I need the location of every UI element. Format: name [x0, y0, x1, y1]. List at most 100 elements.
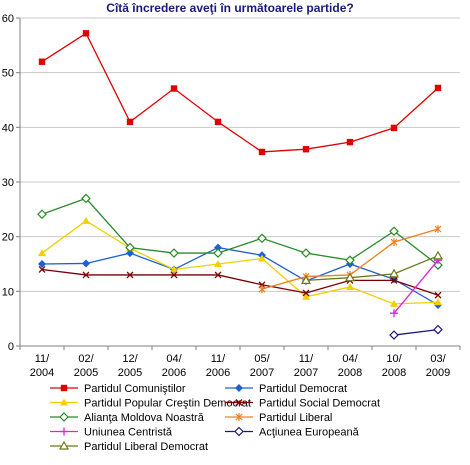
chart-title: Cîtă încredere aveţi în următoarele part… — [106, 1, 353, 15]
series — [300, 250, 444, 284]
data-point — [344, 272, 356, 282]
legend-label: Partidul Popular Creştin Democrat — [84, 398, 251, 410]
y-tick-label: 50 — [2, 68, 14, 80]
data-point — [170, 271, 178, 279]
series-lines — [37, 30, 444, 340]
legend-item: Partidul Popular Creştin Democrat — [50, 398, 251, 410]
data-point — [300, 275, 312, 284]
data-point — [390, 276, 398, 284]
x-tick-label: 04/ — [166, 353, 182, 365]
data-point — [38, 249, 46, 257]
legend-item: Partidul Comuniştilor — [50, 383, 186, 395]
data-point — [389, 226, 399, 237]
data-point — [38, 266, 46, 273]
data-point — [60, 427, 68, 436]
data-point — [170, 85, 178, 92]
data-point — [170, 265, 178, 273]
data-point — [301, 248, 311, 258]
data-point — [433, 324, 443, 335]
data-point — [434, 291, 442, 299]
data-point — [235, 384, 243, 392]
data-point — [81, 193, 91, 204]
legend-label: Partidul Social Democrat — [259, 398, 380, 410]
data-point — [388, 268, 400, 278]
data-point — [126, 271, 134, 279]
y-tick-label: 60 — [2, 13, 14, 25]
x-tick-label: 04/ — [342, 353, 358, 365]
data-point — [82, 271, 90, 279]
data-point — [234, 426, 244, 437]
x-tick-label: 11/ — [299, 353, 314, 365]
data-point — [214, 118, 222, 126]
data-point — [434, 84, 442, 92]
x-tick-label: 2007 — [294, 367, 318, 379]
data-point — [58, 440, 70, 450]
x-tick-label: 2006 — [206, 367, 230, 379]
axes: 0 10 20 30 40 50 60 11/2004 02/2005 12/2005 04/200… — [2, 13, 461, 379]
x-tick-label: 2004 — [30, 367, 54, 379]
legend-label: Partidul Democrat — [259, 383, 347, 395]
data-point — [432, 250, 444, 260]
y-tick-label: 40 — [2, 122, 14, 134]
data-point — [82, 30, 90, 37]
data-point — [346, 138, 354, 146]
series — [389, 324, 443, 340]
legend-item: Partidul Liberal Democrat — [50, 440, 208, 453]
legend-item: Partidul Democrat — [225, 383, 347, 395]
data-point — [345, 255, 355, 266]
legend-label: Uniunea Centristă — [84, 427, 173, 439]
x-tick-label: 10/ — [386, 353, 402, 365]
data-point — [390, 124, 398, 132]
x-tick-label: 2008 — [382, 367, 406, 379]
legend-item: Partidul Liberal — [225, 412, 332, 424]
x-tick-label: 2005 — [118, 367, 142, 379]
x-tick-label: 11/ — [211, 353, 226, 365]
data-point — [434, 225, 442, 234]
data-point — [214, 271, 222, 279]
data-point — [390, 238, 398, 247]
legend-label: Partidul Liberal — [259, 412, 332, 424]
data-point — [82, 216, 90, 224]
legend-label: Partidul Liberal Democrat — [84, 441, 208, 453]
legend-label: Partidul Comuniştilor — [84, 383, 186, 395]
data-point — [257, 233, 267, 244]
data-point — [390, 299, 398, 307]
y-tick-label: 20 — [2, 232, 14, 244]
x-tick-label: 2008 — [338, 367, 362, 379]
x-tick-label: 11/ — [35, 353, 50, 365]
legend-label: Acţiunea Europeană — [259, 427, 360, 439]
series — [38, 216, 442, 307]
series-line — [41, 220, 439, 305]
data-point — [302, 292, 310, 300]
data-point — [37, 209, 47, 220]
legend-item: Acţiunea Europeană — [225, 427, 360, 439]
data-point — [59, 412, 69, 422]
data-point — [346, 282, 354, 290]
x-tick-label: 05/ — [254, 353, 270, 365]
legend-item: Uniunea Centristă — [50, 427, 173, 439]
data-point — [235, 413, 243, 421]
data-point — [169, 248, 179, 258]
data-point — [126, 118, 134, 126]
data-point — [258, 254, 266, 262]
data-point — [235, 399, 243, 406]
data-point — [390, 309, 398, 318]
x-tick-label: 2006 — [162, 367, 186, 379]
y-tick-label: 0 — [8, 341, 14, 353]
legend-item: Partidul Social Democrat — [225, 398, 380, 410]
series-line — [41, 197, 439, 266]
data-point — [213, 248, 223, 258]
series-line — [41, 32, 439, 153]
series — [390, 256, 442, 318]
data-point — [258, 148, 266, 156]
data-point — [60, 384, 68, 392]
x-tick-label: 02/ — [78, 353, 94, 365]
series-line — [41, 246, 439, 306]
data-point — [389, 330, 399, 340]
data-point — [38, 58, 46, 65]
legend-label: Alianţa Moldova Noastră — [84, 412, 205, 424]
data-point — [82, 259, 90, 268]
x-tick-label: 12/ — [122, 353, 138, 365]
